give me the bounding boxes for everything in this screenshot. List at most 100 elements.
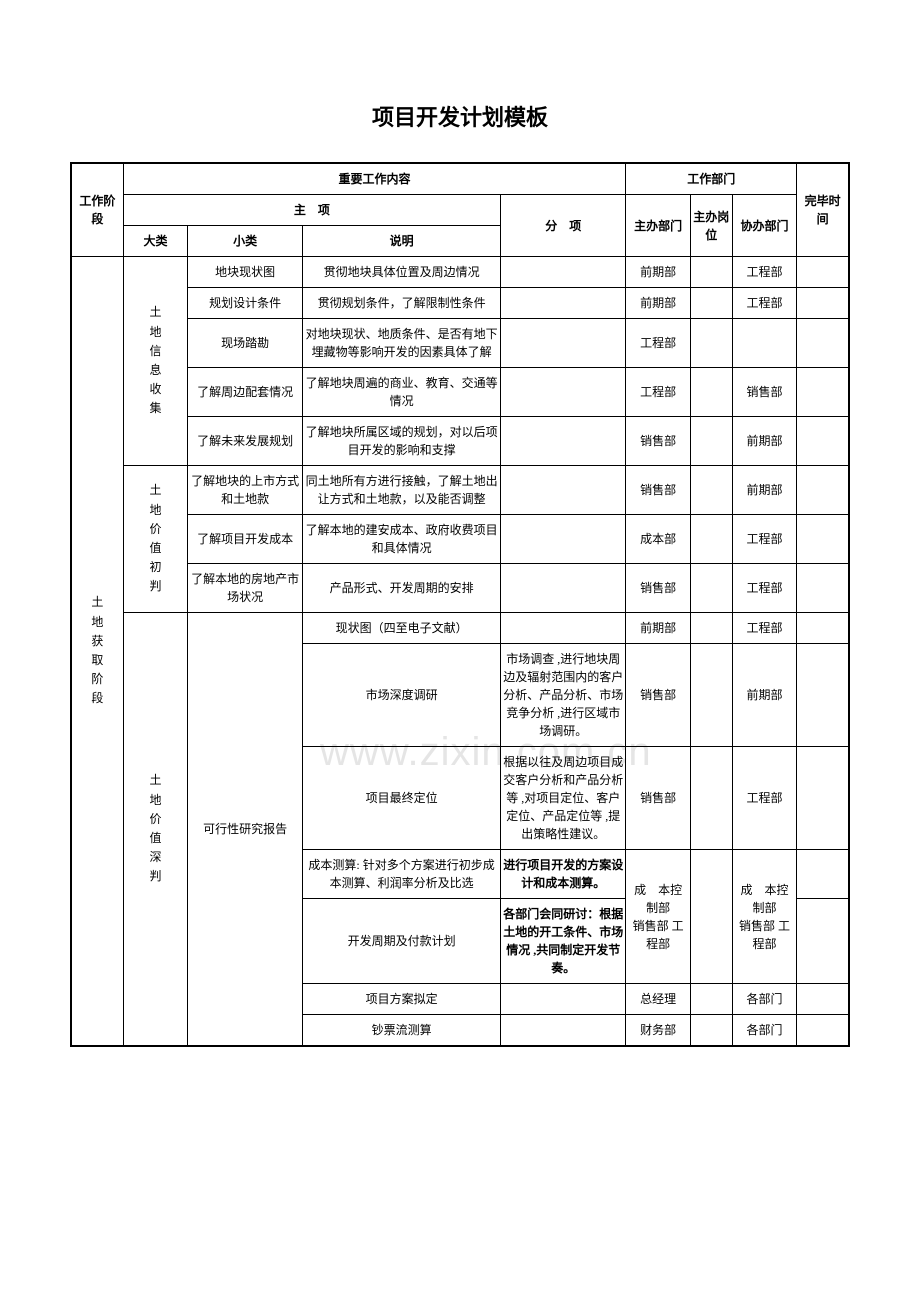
sub-cell [501,1015,626,1047]
smallcat-cell: 可行性研究报告 [188,613,303,1047]
post-cell [690,984,732,1015]
smallcat-cell: 地块现状图 [188,257,303,288]
desc-cell: 开发周期及付款计划 [303,899,501,984]
time-cell [797,288,849,319]
assist-cell: 前期部 [732,644,797,747]
assist-cell: 前期部 [732,466,797,515]
smallcat-cell: 了解项目开发成本 [188,515,303,564]
post-cell [690,257,732,288]
sub-cell [501,515,626,564]
assist-cell: 工程部 [732,288,797,319]
host-cell: 工程部 [626,319,691,368]
sub-cell [501,319,626,368]
smallcat-cell: 了解未来发展规划 [188,417,303,466]
page-title: 项目开发计划模板 [70,100,850,132]
desc-cell: 市场深度调研 [303,644,501,747]
desc-cell: 了解地块所属区域的规划，对以后项目开发的影响和支撑 [303,417,501,466]
hdr-deptgroup: 工作部门 [626,163,797,195]
hdr-maincontent: 重要工作内容 [123,163,626,195]
hdr-bigcat: 大类 [123,226,188,257]
smallcat-cell: 了解周边配套情况 [188,368,303,417]
time-cell [797,644,849,747]
post-cell [690,466,732,515]
time-cell [797,747,849,850]
sub-cell [501,466,626,515]
assist-cell: 工程部 [732,564,797,613]
post-cell [690,368,732,417]
sub-cell [501,984,626,1015]
assist-cell [732,319,797,368]
host-cell: 前期部 [626,613,691,644]
time-cell [797,417,849,466]
assist-cell: 各部门 [732,984,797,1015]
hdr-assist: 协办部门 [732,195,797,257]
assist-cell: 销售部 [732,368,797,417]
host-cell: 前期部 [626,288,691,319]
host-cell: 销售部 [626,466,691,515]
table-body: 土地获取阶段土地信息收集地块现状图贯彻地块具体位置及周边情况前期部工程部规划设计… [71,257,849,1047]
time-cell [797,850,849,899]
host-cell: 成本部 [626,515,691,564]
sub-cell: 市场调查 ,进行地块周边及辐射范围内的客户分析、产品分析、市场竞争分析 ,进行区… [501,644,626,747]
time-cell [797,564,849,613]
time-cell [797,368,849,417]
post-cell [690,850,732,984]
smallcat-cell: 了解本地的房地产市场状况 [188,564,303,613]
sub-cell [501,564,626,613]
time-cell [797,984,849,1015]
hdr-stage: 工作阶段 [71,163,123,257]
assist-cell: 成 本控制部销售部 工程部 [732,850,797,984]
hdr-smallcat: 小类 [188,226,303,257]
desc-cell: 钞票流测算 [303,1015,501,1047]
host-cell: 财务部 [626,1015,691,1047]
desc-cell: 项目方案拟定 [303,984,501,1015]
bigcat-cell: 土地信息收集 [123,257,188,466]
smallcat-cell: 规划设计条件 [188,288,303,319]
host-cell: 销售部 [626,417,691,466]
assist-cell: 工程部 [732,613,797,644]
time-cell [797,899,849,984]
post-cell [690,1015,732,1047]
post-cell [690,515,732,564]
stage-cell: 土地获取阶段 [71,257,123,1047]
post-cell [690,319,732,368]
sub-cell: 根据以往及周边项目成交客户分析和产品分析等 ,对项目定位、客户定位、产品定位等 … [501,747,626,850]
assist-cell: 前期部 [732,417,797,466]
hdr-hostpost: 主办岗位 [690,195,732,257]
sub-cell [501,257,626,288]
post-cell [690,564,732,613]
time-cell [797,613,849,644]
hdr-desc: 说明 [303,226,501,257]
bigcat-cell: 土地价值初判 [123,466,188,613]
hdr-mainitem: 主 项 [123,195,501,226]
desc-cell: 贯彻规划条件，了解限制性条件 [303,288,501,319]
host-cell: 总经理 [626,984,691,1015]
assist-cell: 工程部 [732,515,797,564]
hdr-time: 完毕时间 [797,163,849,257]
time-cell [797,466,849,515]
time-cell [797,1015,849,1047]
desc-cell: 产品形式、开发周期的安排 [303,564,501,613]
sub-cell: 各部门会同研讨：根据土地的开工条件、市场情况 ,共同制定开发节奏。 [501,899,626,984]
assist-cell: 各部门 [732,1015,797,1047]
host-cell: 销售部 [626,644,691,747]
host-cell: 成 本控制部销售部 工程部 [626,850,691,984]
desc-cell: 贯彻地块具体位置及周边情况 [303,257,501,288]
desc-cell: 现状图（四至电子文献） [303,613,501,644]
desc-cell: 了解地块周遍的商业、教育、交通等情况 [303,368,501,417]
post-cell [690,417,732,466]
desc-cell: 了解本地的建安成本、政府收费项目和具体情况 [303,515,501,564]
desc-cell: 同土地所有方进行接触，了解土地出让方式和土地款，以及能否调整 [303,466,501,515]
desc-cell: 对地块现状、地质条件、是否有地下埋藏物等影响开发的因素具体了解 [303,319,501,368]
time-cell [797,319,849,368]
hdr-subitem: 分 项 [501,195,626,257]
bigcat-cell: 土地价值深判 [123,613,188,1047]
post-cell [690,613,732,644]
smallcat-cell: 现场踏勘 [188,319,303,368]
sub-cell [501,368,626,417]
sub-cell [501,417,626,466]
post-cell [690,644,732,747]
hdr-hostdept: 主办部门 [626,195,691,257]
host-cell: 前期部 [626,257,691,288]
sub-cell [501,613,626,644]
